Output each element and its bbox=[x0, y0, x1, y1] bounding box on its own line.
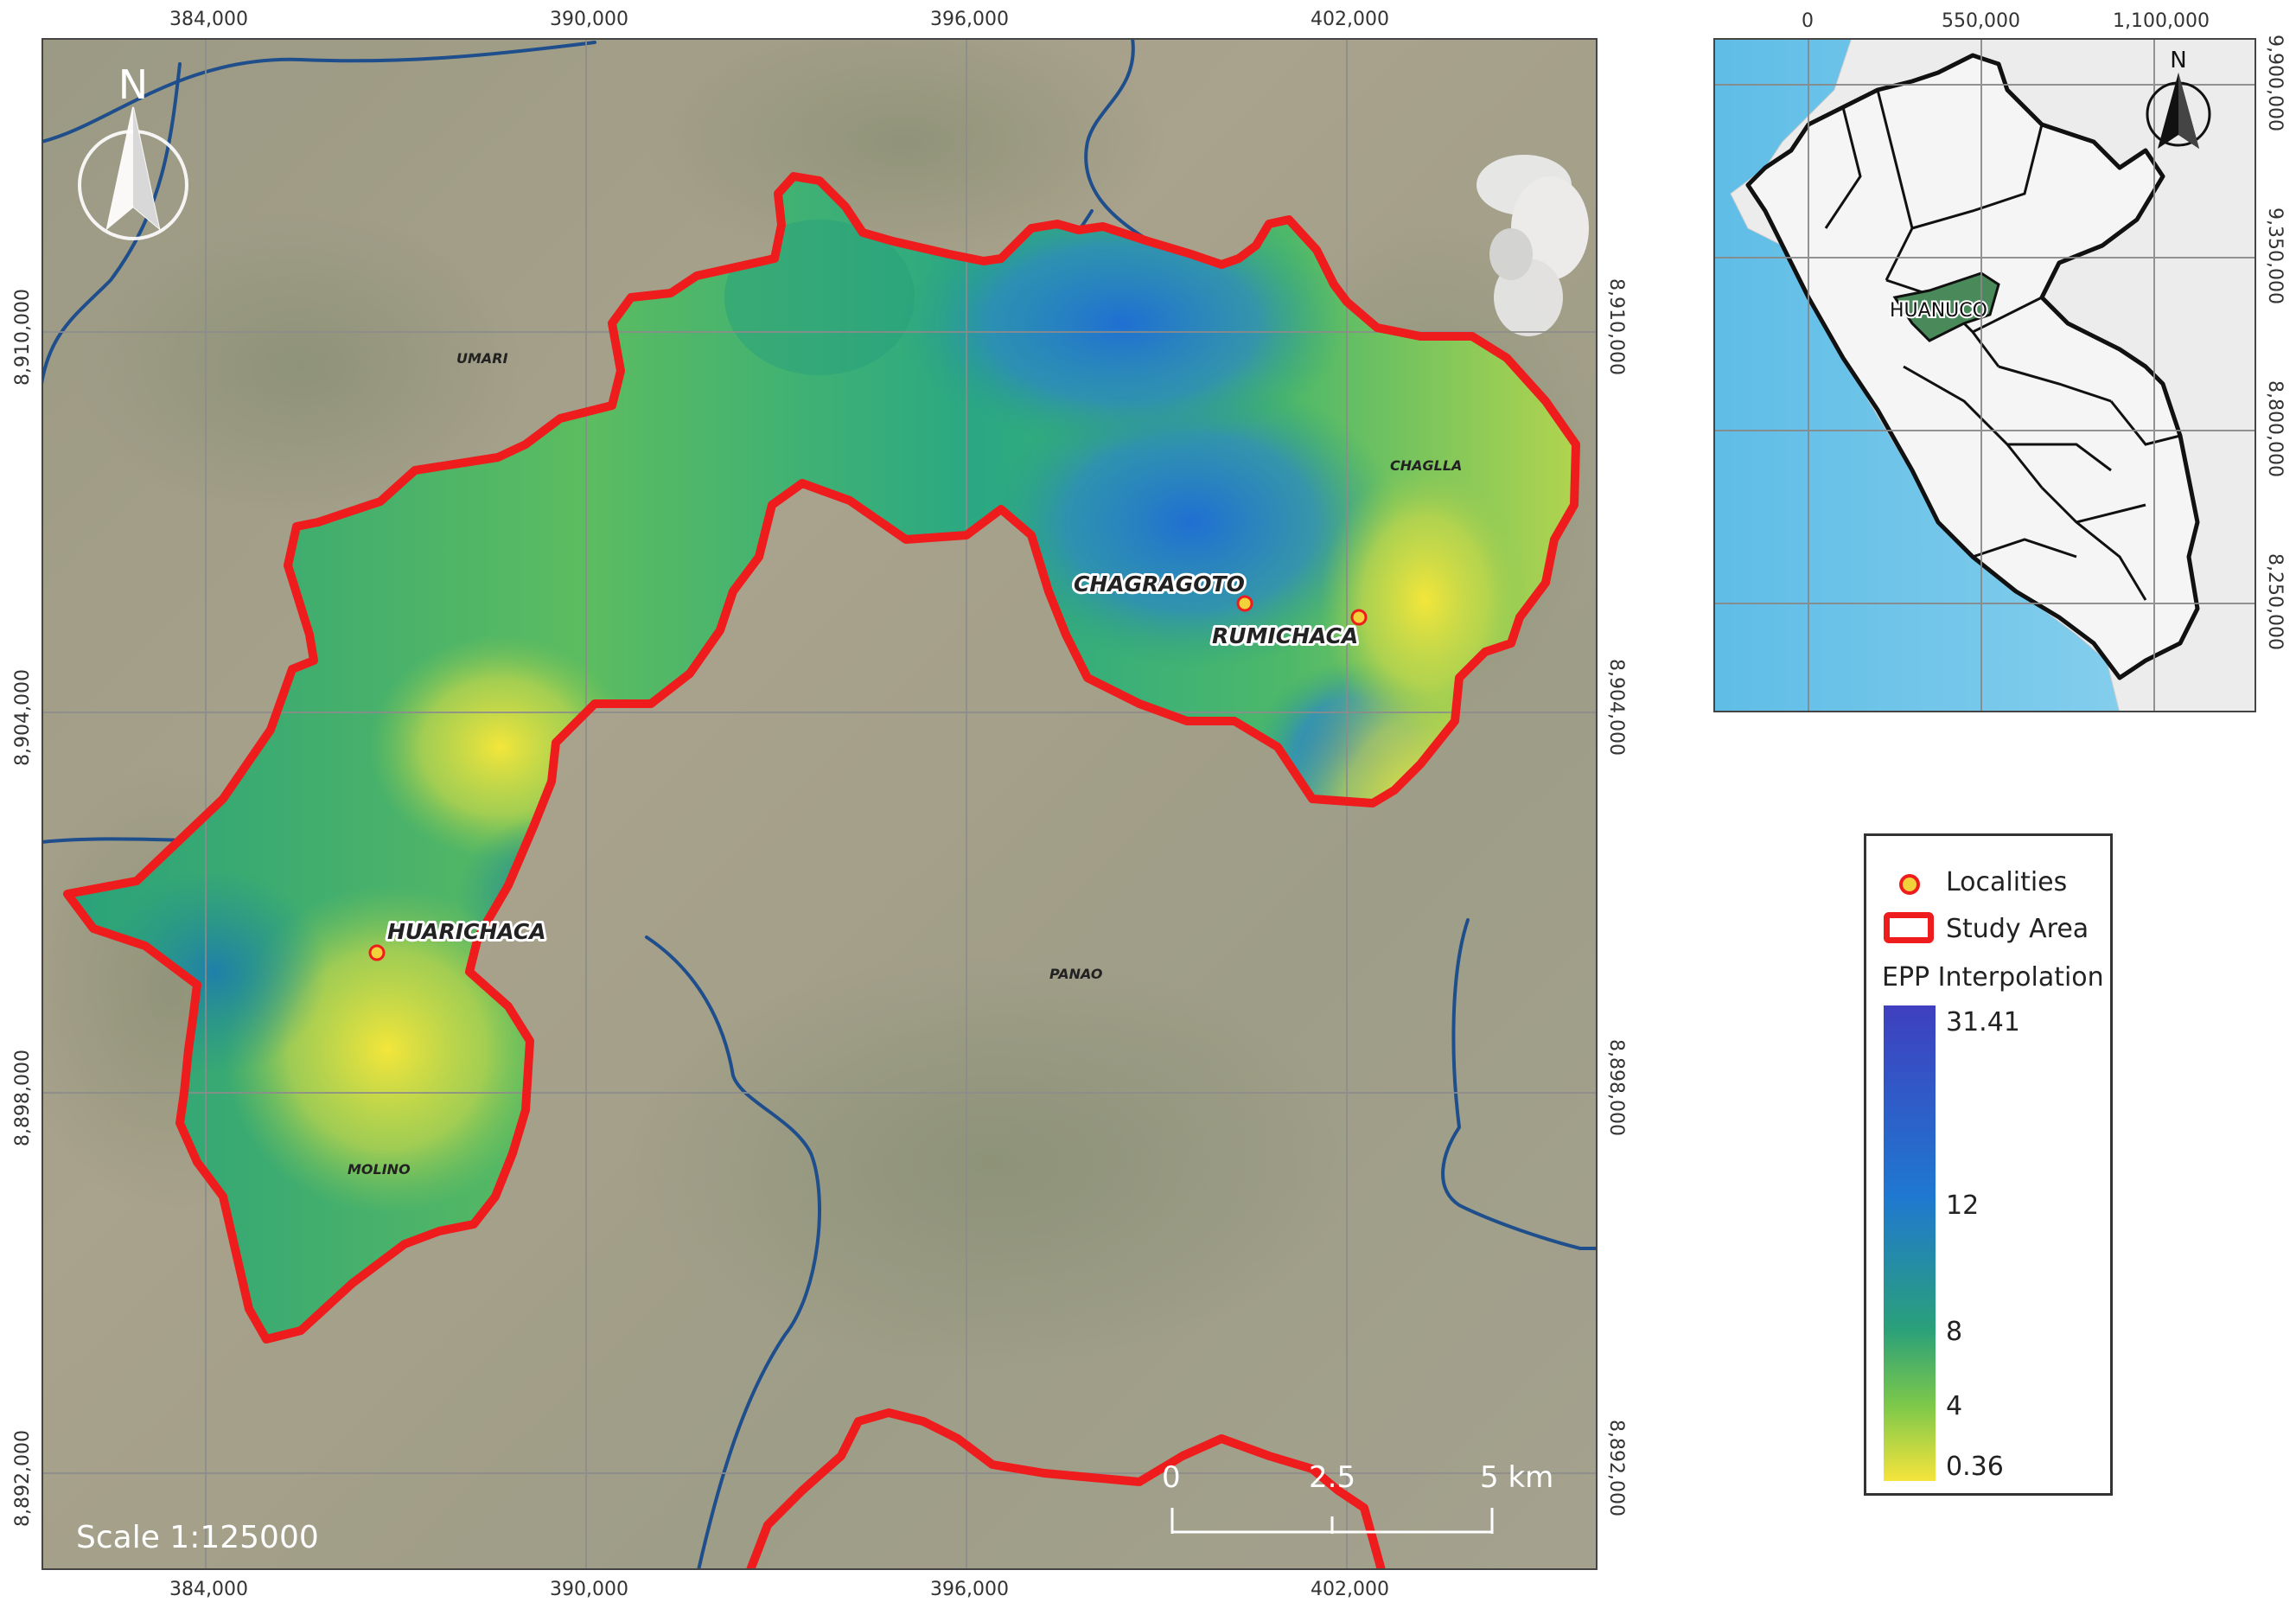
locality-chagragoto[interactable]: CHAGRAGOTO bbox=[1071, 569, 1253, 612]
x-tick-bottom: 402,000 bbox=[1311, 1579, 1389, 1600]
place-label-umari: UMARI bbox=[456, 350, 508, 367]
scale-bar: 0 2.5 5 km bbox=[1162, 1460, 1553, 1534]
legend-localities-icon bbox=[1899, 874, 1920, 895]
legend: Localities Study Area EPP Interpolation … bbox=[1864, 833, 2113, 1496]
inset-map[interactable]: HUANUCO N bbox=[1713, 37, 2257, 713]
x-tick-top: 384,000 bbox=[169, 9, 248, 30]
inset-grid bbox=[1713, 38, 2256, 712]
legend-ramp-title: EPP Interpolation bbox=[1882, 962, 2104, 993]
inset-map-canvas: HUANUCO N bbox=[1713, 37, 2257, 713]
y-tick-right: 8,910,000 bbox=[1605, 278, 1627, 375]
inset-x-tick: 0 bbox=[1802, 10, 1814, 32]
adjacent-boundary bbox=[746, 1408, 1386, 1572]
legend-localities-label: Localities bbox=[1946, 867, 2068, 897]
study-area-outline bbox=[63, 172, 1580, 1344]
locality-marker[interactable] bbox=[1350, 609, 1368, 626]
locality-marker[interactable] bbox=[1236, 595, 1253, 612]
x-tick-top: 402,000 bbox=[1311, 9, 1389, 30]
x-tick-bottom: 384,000 bbox=[169, 1579, 248, 1600]
x-tick-bottom: 396,000 bbox=[930, 1579, 1009, 1600]
inset-y-tick: 8,800,000 bbox=[2264, 380, 2286, 477]
y-tick-left: 8,910,000 bbox=[12, 289, 34, 386]
inset-y-tick: 9,350,000 bbox=[2264, 207, 2286, 304]
legend-study-area-icon bbox=[1884, 912, 1934, 943]
inset-y-tick: 9,900,000 bbox=[2264, 35, 2286, 131]
locality-label-rumichaca: RUMICHACA bbox=[1212, 623, 1358, 648]
place-label-chaglla: CHAGLLA bbox=[1390, 457, 1462, 474]
locality-label-huarichaca: HUARICHACA bbox=[387, 919, 546, 944]
region-label: HUANUCO bbox=[1890, 300, 1987, 322]
inset-north-label: N bbox=[2170, 48, 2186, 73]
locality-rumichaca[interactable]: RUMICHACA bbox=[1209, 609, 1368, 651]
legend-color-ramp bbox=[1884, 1005, 1936, 1481]
legend-ramp-label: 12 bbox=[1946, 1191, 1980, 1221]
inset-y-tick: 8,250,000 bbox=[2264, 553, 2286, 650]
locality-huarichaca[interactable]: HUARICHACA bbox=[368, 916, 549, 961]
cloud bbox=[1476, 155, 1589, 336]
y-tick-left: 8,898,000 bbox=[12, 1050, 34, 1146]
place-label-panao: PANAO bbox=[1049, 966, 1103, 982]
country-outline bbox=[1745, 53, 2200, 680]
x-tick-bottom: 390,000 bbox=[550, 1579, 628, 1600]
scalebar-label-0: 0 bbox=[1162, 1460, 1181, 1495]
legend-study-area-label: Study Area bbox=[1946, 914, 2089, 944]
north-arrow-icon: N bbox=[78, 61, 188, 240]
y-tick-left: 8,904,000 bbox=[12, 669, 34, 766]
inset-x-tick: 1,100,000 bbox=[2113, 10, 2210, 32]
legend-ramp-label: 8 bbox=[1946, 1317, 1963, 1347]
huanuco-region bbox=[1892, 271, 2000, 342]
legend-ramp-label: 4 bbox=[1946, 1391, 1963, 1421]
north-label: N bbox=[118, 61, 148, 108]
inset-north-arrow-icon: N bbox=[2146, 48, 2211, 149]
main-map[interactable]: UMARI CHAGLLA PANAO MOLINO CHAGRAGOTO RU… bbox=[16, 12, 1599, 1572]
y-tick-right: 8,898,000 bbox=[1605, 1039, 1627, 1136]
inset-x-tick: 550,000 bbox=[1942, 10, 2020, 32]
inset-map-border bbox=[1713, 38, 2256, 712]
main-map-canvas: UMARI CHAGLLA PANAO MOLINO CHAGRAGOTO RU… bbox=[16, 12, 1599, 1572]
main-map-border bbox=[41, 38, 1598, 1570]
y-tick-right: 8,892,000 bbox=[1605, 1420, 1627, 1516]
x-tick-top: 390,000 bbox=[550, 9, 628, 30]
y-tick-left: 8,892,000 bbox=[12, 1430, 34, 1527]
locality-marker[interactable] bbox=[368, 944, 386, 961]
locality-label-chagragoto: CHAGRAGOTO bbox=[1074, 571, 1245, 597]
scale-text: Scale 1:125000 bbox=[76, 1520, 319, 1555]
scalebar-label-mid: 2.5 bbox=[1309, 1460, 1355, 1495]
x-tick-top: 396,000 bbox=[930, 9, 1009, 30]
scalebar-label-end: 5 km bbox=[1480, 1460, 1553, 1495]
y-tick-right: 8,904,000 bbox=[1605, 659, 1627, 756]
legend-ramp-label-min: 0.36 bbox=[1946, 1452, 2004, 1482]
legend-ramp-label-max: 31.41 bbox=[1946, 1007, 2020, 1037]
place-label-molino: MOLINO bbox=[348, 1161, 411, 1178]
